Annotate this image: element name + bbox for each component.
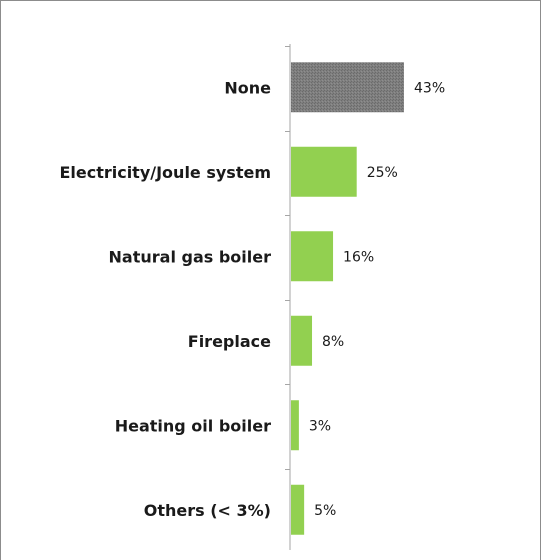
- category-label-3: Fireplace: [188, 332, 271, 351]
- value-label-0: 43%: [414, 80, 445, 96]
- value-label-4: 3%: [309, 418, 331, 434]
- value-label-1: 25%: [367, 165, 398, 181]
- bar-0: [291, 62, 404, 113]
- bar-2: [291, 231, 334, 282]
- category-label-4: Heating oil boiler: [115, 416, 271, 435]
- bar-1: [291, 146, 357, 197]
- category-label-1: Electricity/Joule system: [59, 163, 271, 182]
- value-label-5: 5%: [314, 503, 336, 519]
- value-label-2: 16%: [343, 249, 374, 265]
- category-label-2: Natural gas boiler: [109, 247, 272, 266]
- category-label-5: Others (< 3%): [144, 501, 271, 520]
- category-label-0: None: [224, 78, 271, 97]
- bar-3: [291, 315, 313, 366]
- axis-layer: [285, 44, 291, 550]
- bar-4: [291, 400, 299, 451]
- value-label-3: 8%: [322, 334, 344, 350]
- bar-5: [291, 484, 305, 535]
- bars-layer: [291, 62, 404, 535]
- labels-layer: None 43% Electricity/Joule system 25% Natura…: [59, 78, 445, 520]
